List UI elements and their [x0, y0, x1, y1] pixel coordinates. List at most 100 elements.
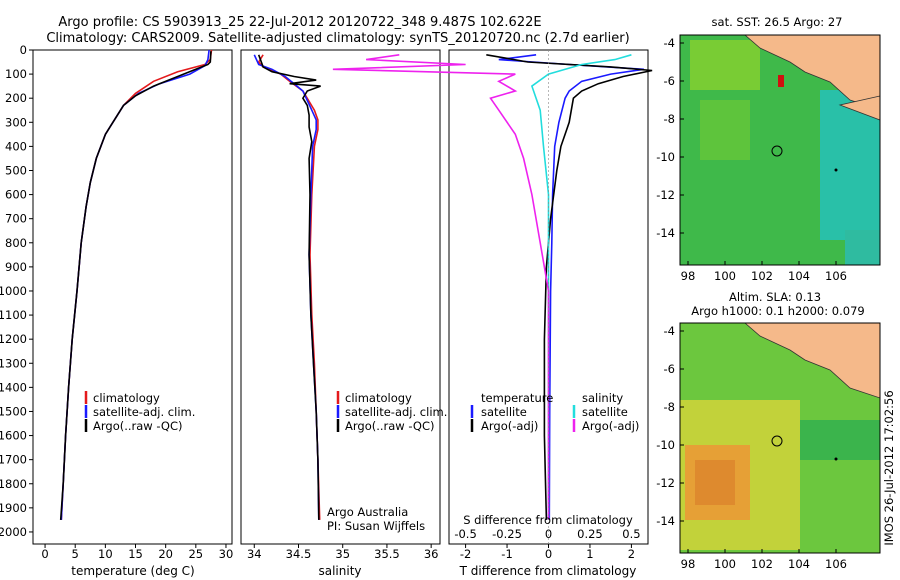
x-tick-label: 30 — [219, 547, 234, 561]
sla-map-title-line1: Altim. SLA: 0.13 — [729, 290, 821, 304]
difference-profile-lines — [332, 50, 653, 544]
figure-title-line2: Climatology: CARS2009. Satellite-adjuste… — [46, 31, 629, 46]
lat-tick-label: -6 — [664, 362, 675, 376]
s-tick-label: 0.5 — [622, 527, 640, 541]
legend-label-t-argo: Argo(-adj) — [481, 419, 538, 433]
legend-label-argo: Argo(..raw -QC) — [93, 419, 183, 433]
s-tick-label: -0.25 — [492, 527, 522, 541]
depth-tick-label: 600 — [5, 188, 27, 202]
sst-map — [679, 34, 881, 266]
legend-head-temperature: temperature — [481, 391, 553, 405]
sst-warm-patch — [778, 75, 784, 87]
x-tick-label: 15 — [128, 547, 143, 561]
depth-tick-label: 1100 — [0, 308, 27, 322]
legend-label-t-satellite: satellite — [481, 405, 527, 419]
lon-tick-label: 98 — [681, 557, 696, 571]
depth-tick-label: 1200 — [0, 332, 27, 346]
depth-tick-label: 400 — [5, 139, 27, 153]
depth-tick-label: 900 — [5, 260, 27, 274]
depth-axis: 0 100 200 300 400 500 600 700 800 900 1000 1100 1200… — [0, 43, 33, 539]
legend-head-salinity: salinity — [582, 391, 623, 405]
depth-tick-label: 300 — [5, 115, 27, 129]
lon-tick-label: 100 — [714, 269, 736, 283]
lon-tick-label: 104 — [788, 269, 810, 283]
depth-tick-label: 1300 — [0, 356, 27, 370]
sst-warm-patch — [700, 100, 750, 160]
sla-green-patch — [800, 420, 880, 460]
legend-label-s-satellite: satellite — [582, 405, 628, 419]
lat-tick-label: -12 — [656, 476, 675, 490]
lat-tick-label: -14 — [656, 514, 675, 528]
timestamp: IMOS 26-Jul-2012 17:02:56 — [882, 390, 896, 545]
lat-tick-label: -14 — [656, 226, 675, 240]
temperature-x-axis: 0 5 10 15 20 25 30 — [41, 544, 233, 561]
depth-tick-label: 0 — [20, 43, 27, 57]
legend-label-satellite: satellite-adj. clim. — [345, 405, 447, 419]
depth-tick-label: 1000 — [0, 284, 27, 298]
figure-title-line1: Argo profile: CS 5903913_25 22-Jul-2012 … — [58, 15, 541, 30]
lat-tick-label: -8 — [664, 400, 675, 414]
depth-tick-label: 500 — [5, 163, 27, 177]
x-tick-label: 0 — [545, 547, 552, 561]
temperature-profile-lines — [59, 49, 213, 520]
x-tick-label: -1 — [501, 547, 512, 561]
lat-tick-label: -12 — [656, 188, 675, 202]
island-marker — [834, 168, 838, 172]
legend-label-climatology: climatology — [345, 391, 412, 405]
depth-tick-label: 1900 — [0, 501, 27, 515]
lon-tick-label: 104 — [788, 557, 810, 571]
lat-tick-label: -6 — [664, 74, 675, 88]
x-tick-label: 34 — [247, 547, 262, 561]
lat-tick-label: -8 — [664, 112, 675, 126]
sla-map — [679, 322, 881, 554]
lon-tick-label: 102 — [751, 269, 773, 283]
credit-line1: Argo Australia — [327, 505, 408, 519]
lat-tick-label: -10 — [656, 438, 675, 452]
argo-s-diff-line — [332, 54, 550, 520]
depth-tick-label: 1500 — [0, 404, 27, 418]
x-tick-label: 10 — [98, 547, 113, 561]
argo-salinity-line — [257, 54, 321, 520]
x-tick-label: 1 — [586, 547, 593, 561]
temperature-legend: climatology satellite-adj. clim. Argo(..… — [84, 391, 195, 433]
x-tick-label: -2 — [460, 547, 471, 561]
argo-temperature-line — [59, 51, 212, 520]
lat-tick-label: -10 — [656, 150, 675, 164]
temperature-panel-frame — [32, 49, 233, 545]
sla-map-frame — [679, 322, 881, 554]
sla-orange-patch — [695, 460, 735, 505]
lat-tick-label: -4 — [664, 36, 675, 50]
x-tick-label: 25 — [188, 547, 203, 561]
t-difference-axis-label: T difference from climatology — [459, 564, 637, 578]
argo-float-marker — [771, 435, 783, 447]
sst-map-frame — [679, 34, 881, 266]
depth-tick-label: 1400 — [0, 380, 27, 394]
sst-map-ticks: -4 -6 -8 -10 -12 -14 98 100 102 104 106 — [656, 36, 847, 283]
legend-label-s-argo: Argo(-adj) — [582, 419, 639, 433]
depth-tick-label: 2000 — [0, 525, 27, 539]
x-tick-label: 35 — [335, 547, 350, 561]
depth-tick-label: 1700 — [0, 453, 27, 467]
temperature-axis-label: temperature (deg C) — [71, 564, 194, 578]
sst-cool-patch — [845, 230, 880, 265]
s-difference-axis-label: S difference from climatology — [463, 513, 633, 527]
lon-tick-label: 100 — [714, 557, 736, 571]
x-tick-label: 20 — [158, 547, 173, 561]
salinity-axis-label: salinity — [318, 564, 361, 578]
legend-label-argo: Argo(..raw -QC) — [345, 419, 435, 433]
depth-tick-label: 200 — [5, 91, 27, 105]
lat-tick-label: -4 — [664, 324, 675, 338]
sla-map-title-line2: Argo h1000: 0.1 h2000: 0.079 — [691, 304, 864, 318]
argo-float-marker — [771, 145, 783, 157]
island-marker — [834, 457, 838, 461]
sst-warm-patch — [690, 40, 760, 90]
credit-line2: PI: Susan Wijffels — [327, 519, 425, 533]
lon-tick-label: 106 — [825, 269, 847, 283]
x-tick-label: 34.5 — [286, 547, 312, 561]
depth-tick-label: 1800 — [0, 477, 27, 491]
x-tick-label: 35.5 — [374, 547, 400, 561]
salinity-x-axis: 34 34.5 35 35.5 36 — [247, 544, 438, 561]
difference-legend: temperature salinity satellite Argo(-adj… — [470, 391, 639, 433]
depth-tick-label: 700 — [5, 212, 27, 226]
